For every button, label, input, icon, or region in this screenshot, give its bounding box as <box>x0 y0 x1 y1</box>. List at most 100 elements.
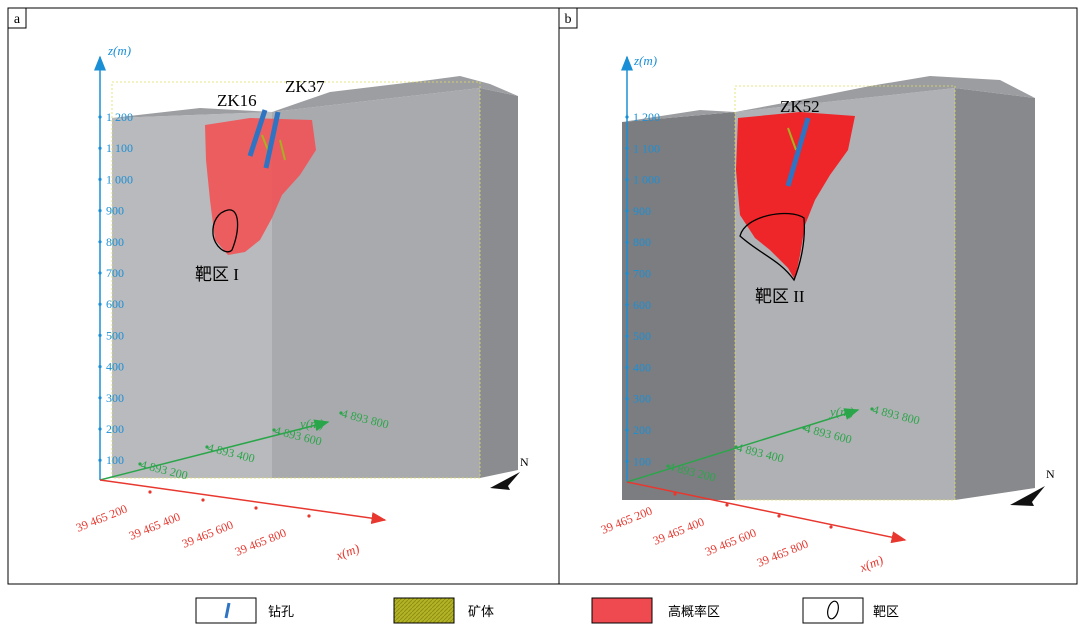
target-label: 靶区 II <box>755 287 805 306</box>
z-tick-mark <box>98 146 102 150</box>
y-axis-title: y(m) <box>828 404 854 419</box>
z-tick-label: 500 <box>633 329 651 343</box>
x-tick-mark <box>201 498 205 502</box>
drill-label-zk16: ZK16 <box>217 91 257 110</box>
x-tick-label: 39 465 400 <box>651 515 706 548</box>
high-probability-zone <box>736 112 855 280</box>
model-bounds <box>111 81 481 479</box>
z-axis-title: z(m) <box>107 43 131 58</box>
x-tick-mark <box>254 506 258 510</box>
z-tick-mark <box>98 302 102 306</box>
y-axis <box>626 408 860 483</box>
z-tick-mark <box>98 271 102 275</box>
z-tick-mark <box>625 146 629 150</box>
z-tick-label: 900 <box>633 204 651 218</box>
z-tick-labels: 1 200 1 100 1 000 900 800 700 600 500 400 300 200 1… <box>98 110 133 467</box>
z-tick-mark <box>98 396 102 400</box>
x-tick-label: 39 465 600 <box>703 526 758 559</box>
z-tick-label: 300 <box>106 391 124 405</box>
north-label: N <box>1046 467 1055 481</box>
x-axis-title: x(m) <box>333 541 361 564</box>
z-tick-mark <box>98 209 102 213</box>
legend-label-target: 靶区 <box>873 604 899 619</box>
y-tick-mark <box>272 428 276 432</box>
x-tick-label: 39 465 600 <box>180 518 235 551</box>
drill-label-zk52: ZK52 <box>780 97 820 116</box>
y-tick-mark <box>734 445 738 449</box>
y-tick-mark <box>205 445 209 449</box>
panel-a-label-box <box>7 7 27 29</box>
z-tick-label: 700 <box>106 266 124 280</box>
target-area-outline <box>739 212 806 282</box>
z-tick-label: 200 <box>633 423 651 437</box>
panel-b-label: b <box>565 12 572 27</box>
target-area-symbol <box>827 600 839 620</box>
z-tick-label: 800 <box>106 235 124 249</box>
ore-body-icon <box>393 597 455 624</box>
z-tick-label: 100 <box>633 454 651 468</box>
high-probability-zone <box>205 118 316 255</box>
legend: 钻孔 矿体 高概率区 靶区 <box>195 597 899 624</box>
ore-body <box>279 139 286 161</box>
high-probability-icon <box>591 597 653 624</box>
z-tick-mark <box>625 178 629 182</box>
drill-label-zk37: ZK37 <box>285 77 325 96</box>
y-tick-mark <box>802 426 806 430</box>
z-tick-mark <box>98 333 102 337</box>
z-tick-label: 500 <box>106 328 124 342</box>
model-bounds <box>734 85 956 501</box>
z-tick-mark <box>625 428 629 432</box>
x-tick-mark <box>673 492 677 496</box>
drill-hole-symbol <box>224 602 231 619</box>
z-tick-label: 100 <box>106 453 124 467</box>
panel-b-frame <box>558 7 1078 585</box>
z-tick-label: 1 100 <box>633 141 660 155</box>
z-tick-mark <box>625 240 629 244</box>
z-tick-mark <box>98 365 102 369</box>
x-tick-label: 39 465 200 <box>599 504 654 537</box>
y-tick-mark <box>339 411 343 415</box>
z-tick-label: 1 100 <box>106 141 133 155</box>
block-right-face <box>480 88 518 478</box>
z-tick-label: 400 <box>633 360 651 374</box>
z-tick-label: 1 200 <box>633 110 660 124</box>
y-tick-mark <box>138 462 142 466</box>
target-area-outline <box>212 209 239 253</box>
z-tick-mark <box>625 459 629 463</box>
z-tick-label: 700 <box>633 267 651 281</box>
z-tick-mark <box>98 240 102 244</box>
drill-hole-zk37 <box>263 111 281 169</box>
north-arrow-icon <box>1010 486 1045 506</box>
x-tick-label: 39 465 800 <box>233 526 288 559</box>
z-tick-mark <box>98 427 102 431</box>
z-tick-label: 1 200 <box>106 110 133 124</box>
legend-label-ore: 矿体 <box>468 604 494 619</box>
z-tick-labels: 1 200 1 100 1 000 900 800 700 600 500 400 300 200 1… <box>625 110 660 468</box>
legend-label-drill: 钻孔 <box>268 604 294 619</box>
target-label: 靶区 I <box>195 265 239 284</box>
z-tick-mark <box>625 397 629 401</box>
drill-hole-zk52 <box>785 117 811 187</box>
z-tick-mark <box>625 209 629 213</box>
z-axis-title: z(m) <box>633 53 657 68</box>
ore-body <box>787 127 797 151</box>
block-front-face <box>622 112 735 500</box>
x-axis <box>99 479 387 525</box>
z-tick-label: 400 <box>106 360 124 374</box>
z-tick-mark <box>625 303 629 307</box>
x-tick-label: 39 465 800 <box>755 537 810 570</box>
x-tick-mark <box>777 514 781 518</box>
z-tick-label: 1 000 <box>633 173 660 187</box>
terrain-surface <box>112 76 518 118</box>
z-tick-label: 300 <box>633 392 651 406</box>
north-label: N <box>520 455 529 469</box>
y-tick-mark <box>870 407 874 411</box>
z-tick-mark <box>98 177 102 181</box>
z-tick-label: 900 <box>106 204 124 218</box>
panel-a-label: a <box>14 12 21 27</box>
x-axis-title: x(m) <box>857 552 886 575</box>
north-arrow-icon <box>490 472 520 490</box>
